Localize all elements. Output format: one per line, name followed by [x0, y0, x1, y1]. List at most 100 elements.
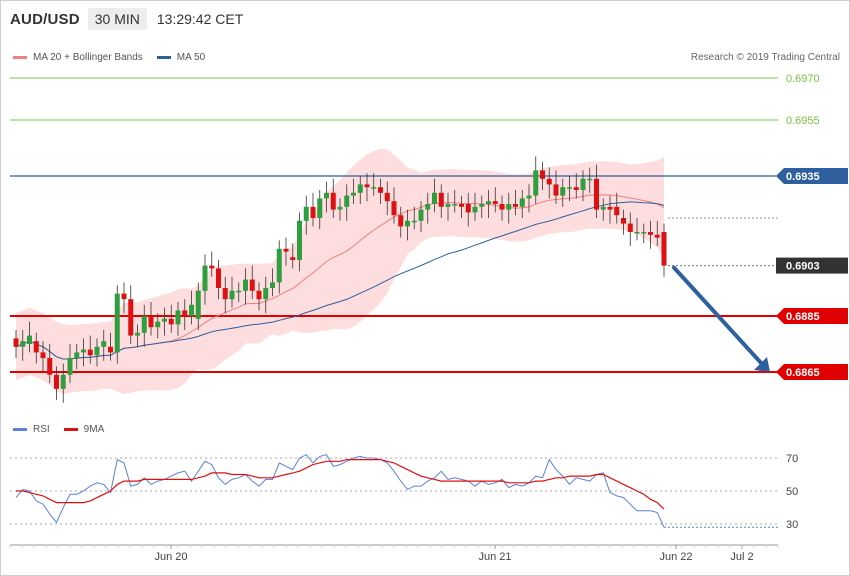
- candle-body-5: [47, 358, 53, 375]
- forecast-arrow-shaft: [672, 265, 764, 366]
- candle-body-70: [486, 201, 491, 204]
- ma50-line: [15, 201, 665, 360]
- rsi-swatch: [13, 428, 27, 431]
- candle-body-45: [317, 198, 323, 218]
- candle-body-55: [384, 192, 390, 202]
- level-label-1: 0.6955: [786, 115, 820, 127]
- candle-body-27: [195, 290, 201, 319]
- candle-body-65: [452, 204, 458, 206]
- candle-body-3: [33, 341, 39, 353]
- bollinger-band-fill: [16, 148, 664, 395]
- candle-body-53: [371, 187, 377, 189]
- legend-ma50: MA 50: [156, 52, 205, 63]
- candle-body-83: [573, 187, 579, 190]
- candle-body-13: [101, 341, 107, 347]
- candle-body-68: [472, 206, 478, 213]
- candle-body-39: [276, 248, 282, 283]
- x-tick-label-0: Jun 20: [154, 551, 187, 563]
- candle-body-79: [546, 178, 552, 185]
- candle-body-42: [297, 220, 302, 260]
- candle-body-38: [270, 282, 275, 288]
- candle-body-28: [202, 265, 208, 291]
- candle-body-2: [27, 335, 32, 344]
- rsi-series-9ma: [16, 459, 665, 510]
- candle-body-12: [94, 346, 100, 356]
- candle-body-73: [506, 204, 512, 210]
- candle-body-10: [81, 349, 86, 353]
- candle-body-23: [168, 318, 174, 325]
- candle-body-74: [513, 204, 518, 207]
- level-label-2: 0.6935: [786, 171, 820, 183]
- candle-body-35: [249, 279, 255, 291]
- price-legend: MA 20 + Bollinger Bands MA 50: [13, 52, 219, 63]
- candle-body-31: [222, 288, 228, 300]
- candle-body-9: [74, 352, 80, 358]
- rsi-legend: RSI 9MA: [13, 424, 118, 435]
- candle-body-44: [310, 206, 316, 218]
- candle-body-93: [641, 232, 647, 234]
- candle-body-36: [256, 290, 262, 300]
- candle-body-67: [465, 204, 471, 213]
- candle-body-15: [114, 293, 120, 353]
- current-price-label: 0.6903: [786, 261, 820, 273]
- candle-body-56: [391, 201, 397, 216]
- level-tag-4: [776, 364, 848, 380]
- candle-body-47: [330, 192, 336, 210]
- candle-body-58: [405, 220, 410, 227]
- current-price-tag: [776, 257, 848, 274]
- candle-body-89: [614, 206, 620, 216]
- candle-body-91: [627, 223, 633, 232]
- rsi-label: RSI: [33, 424, 50, 435]
- candle-body-14: [108, 346, 113, 353]
- candle-body-43: [303, 206, 309, 221]
- candle-body-64: [445, 204, 451, 207]
- candle-body-29: [209, 265, 215, 269]
- level-label-4: 0.6865: [786, 367, 820, 379]
- legend-ma20: MA 20 + Bollinger Bands: [13, 52, 143, 63]
- candle-body-86: [594, 178, 599, 210]
- candle-body-18: [135, 332, 140, 336]
- ma9-label: 9MA: [83, 424, 105, 435]
- candle-body-24: [175, 310, 181, 325]
- level-tag-3: [776, 308, 848, 324]
- candle-body-30: [216, 268, 221, 288]
- ma9-swatch: [63, 428, 78, 431]
- candle-body-26: [189, 304, 194, 316]
- candle-body-76: [526, 195, 532, 199]
- candle-body-92: [634, 232, 640, 234]
- candle-body-1: [20, 341, 26, 347]
- candle-body-21: [155, 321, 161, 328]
- candle-body-17: [128, 299, 134, 336]
- candle-body-46: [324, 192, 329, 199]
- candle-body-7: [60, 374, 66, 389]
- x-tick-label-1: Jun 21: [478, 551, 511, 563]
- credit-text: Research © 2019 Trading Central: [690, 52, 840, 63]
- chart-header: AUD/USD 30 MIN 13:29:42 CET: [10, 6, 243, 32]
- candle-body-22: [162, 318, 167, 322]
- candle-body-8: [67, 358, 73, 375]
- candle-body-16: [121, 293, 127, 300]
- ma20-swatch: [13, 56, 27, 59]
- candle-body-96: [661, 232, 667, 266]
- candle-body-52: [364, 184, 370, 188]
- candle-body-71: [492, 201, 498, 204]
- candle-body-49: [344, 195, 350, 207]
- candle-body-81: [560, 187, 566, 196]
- candle-body-48: [337, 206, 343, 210]
- time-label: 13:29:42 CET: [156, 11, 244, 27]
- candle-body-94: [648, 232, 653, 235]
- candle-body-34: [243, 279, 248, 291]
- candle-body-72: [499, 204, 505, 210]
- candle-body-62: [432, 192, 437, 204]
- timeframe-badge[interactable]: 30 MIN: [87, 8, 147, 30]
- candle-body-77: [533, 170, 539, 196]
- candle-body-0: [13, 338, 19, 347]
- legend-rsi: RSI: [13, 424, 50, 435]
- candle-body-50: [351, 192, 356, 196]
- candle-body-11: [87, 349, 93, 356]
- x-tick-label-3: Jul 2: [730, 551, 753, 563]
- level-tag-2: [776, 168, 848, 184]
- candle-body-4: [40, 352, 46, 358]
- level-label-0: 0.6970: [786, 73, 820, 85]
